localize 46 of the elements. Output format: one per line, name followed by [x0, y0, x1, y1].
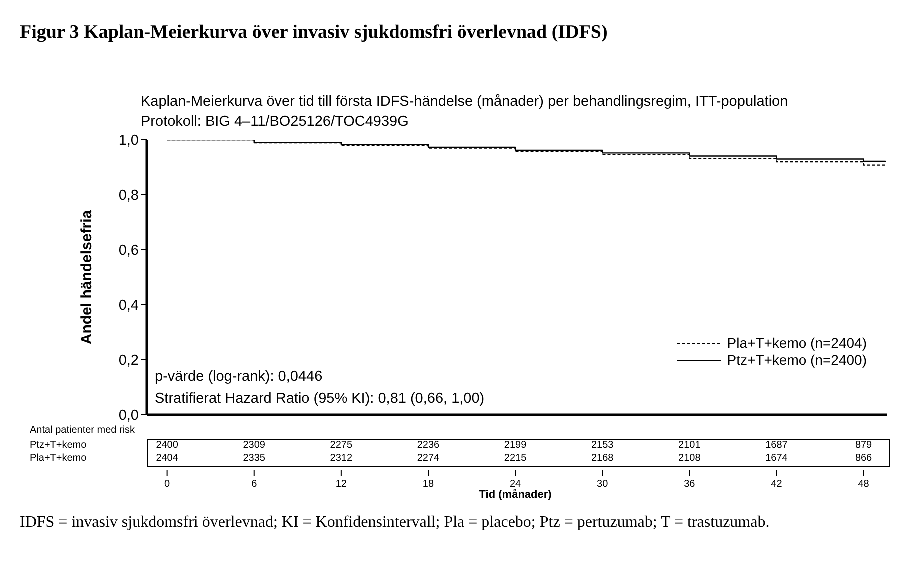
text: IDFS = invasiv sjukdomsfri överlevnad; KI = Konfidensintervall; Pla = placebo; Ptz = pertuzumab; T = trastuzumab. — [20, 513, 771, 533]
text: 2335 — [242, 453, 266, 464]
y-tick-label: 0,4 — [118, 298, 139, 314]
text: 1674 — [764, 453, 789, 464]
text: 866 — [854, 453, 874, 464]
text: 2275 — [329, 440, 354, 451]
text: 2168 — [590, 453, 615, 464]
x-tick-label: 42 — [771, 479, 783, 490]
x-tick-label: 48 — [858, 479, 870, 490]
annotation: p-värde (log-rank): 0,0446 — [155, 368, 324, 387]
x-tick-label: 36 — [684, 479, 696, 490]
text: Pla+T+kemo — [30, 453, 87, 464]
text: 2404 — [155, 453, 180, 464]
text: 2312 — [329, 453, 354, 464]
text: 2199 — [503, 440, 528, 451]
text: 2236 — [416, 440, 441, 451]
x-tick-label: 18 — [422, 479, 434, 490]
legend-label: Ptz+T+kemo (n=2400) — [727, 352, 867, 369]
text: Protokoll: BIG 4–11/BO25126/TOC4939G — [141, 113, 410, 132]
x-tick-label: 30 — [597, 479, 609, 490]
text: Antal patienter med risk — [30, 425, 136, 436]
text: 1687 — [764, 440, 789, 451]
text: 2215 — [503, 453, 528, 464]
text: 2400 — [155, 440, 180, 451]
text: 2153 — [590, 440, 615, 451]
text: 2108 — [678, 453, 702, 464]
y-tick-label: 0,6 — [118, 243, 139, 260]
text: 879 — [854, 440, 874, 451]
x-tick-label: 6 — [252, 479, 258, 490]
text: 2274 — [416, 453, 441, 464]
x-tick-label: 12 — [336, 479, 348, 490]
x-tick-label: 0 — [164, 479, 171, 490]
annotation: Stratifierat Hazard Ratio (95% KI): 0,81 (0,66, 1,00) — [155, 390, 485, 409]
chart-subtitle: Kaplan-Meierkurva över tid till första IDFS-händelse (månader) per behandlingsregim, ITT-population — [141, 93, 788, 112]
x-tick-label: 24 — [510, 479, 522, 490]
y-tick-label: 0,0 — [118, 408, 139, 424]
y-tick-label: 1,0 — [118, 133, 139, 150]
y-tick-label: 0,8 — [118, 188, 139, 204]
legend-label: Pla+T+kemo (n=2404) — [727, 335, 867, 352]
y-axis-title: Andel händelsefria — [78, 210, 96, 345]
text: 2309 — [242, 440, 266, 451]
y-tick-label: 0,2 — [118, 353, 139, 370]
chart-title: Figur 3 Kaplan-Meierkurva över invasiv sjukdomsfri överlevnad (IDFS) — [20, 22, 608, 44]
text: 2101 — [678, 440, 702, 451]
x-axis-title: Tid (månader) — [478, 489, 553, 501]
text: Ptz+T+kemo — [30, 440, 87, 451]
